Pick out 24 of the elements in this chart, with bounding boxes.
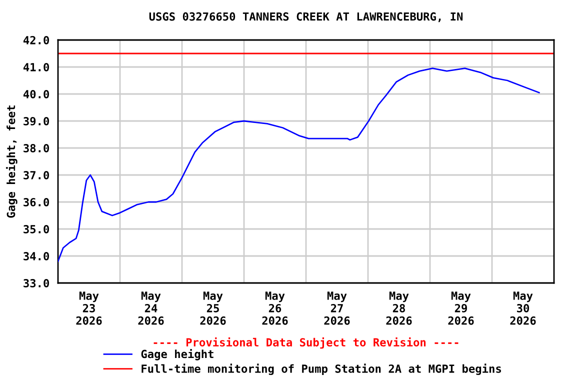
- y-tick-label: 34.0: [24, 252, 49, 260]
- legend-label: Gage height: [141, 348, 214, 360]
- x-tick-label: May 30 2026: [510, 292, 536, 325]
- y-tick-label: 42.0: [23, 36, 49, 44]
- legend-label: Full-time monitoring of Pump Station 2A at MGPI begins: [142, 364, 501, 376]
- x-tick-label: May 28 2026: [386, 292, 412, 325]
- x-tick-label: May 27 2026: [324, 292, 350, 325]
- x-tick-label: May 26 2026: [262, 292, 288, 325]
- y-tick-label: 36.0: [24, 198, 49, 206]
- x-tick-label: May 25 2026: [200, 292, 226, 325]
- y-tick-label: 37.0: [24, 170, 49, 180]
- x-tick-label: May 29 2026: [448, 292, 474, 325]
- y-tick-label: 33.0: [24, 278, 49, 288]
- x-tick-label: May 23 2026: [76, 292, 102, 325]
- y-tick-label: 41.0: [23, 62, 49, 72]
- y-tick-label: 38.0: [24, 144, 49, 152]
- y-axis-title: Gage height, feet: [6, 106, 18, 218]
- y-tick-label: 39.0: [24, 116, 49, 126]
- x-tick-label: May 24 2026: [138, 292, 164, 325]
- text: ---- Provisional Data Subject to Revision ----: [154, 337, 458, 349]
- chart-title: USGS 03276650 TANNERS CREEK AT LAWRENCEBURG, IN: [149, 12, 463, 22]
- y-tick-label: 35.0: [24, 224, 49, 234]
- line-series: [58, 68, 540, 262]
- y-tick-label: 40.0: [23, 90, 49, 98]
